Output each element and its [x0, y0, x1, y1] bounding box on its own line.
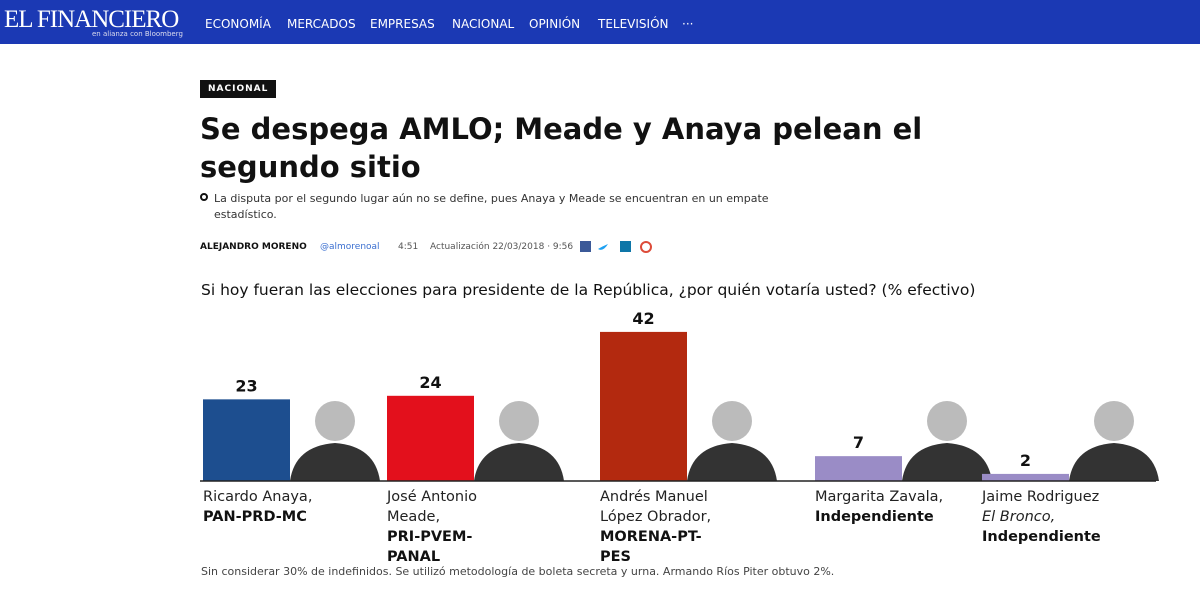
- portrait-head: [712, 401, 752, 441]
- nav-item[interactable]: MERCADOS: [287, 17, 356, 31]
- category-name: José Antonio Meade,: [387, 489, 477, 525]
- twitter-icon[interactable]: [598, 244, 608, 250]
- bar: [387, 395, 474, 481]
- bar: [982, 473, 1069, 481]
- category-name: Margarita Zavala,: [815, 489, 944, 505]
- time: 4:51: [398, 242, 419, 252]
- category-party: PAN-PRD-MC: [203, 509, 307, 525]
- value-label: 7: [853, 433, 864, 452]
- bar: [815, 456, 902, 481]
- section-tag[interactable]: NACIONAL: [200, 80, 277, 98]
- share-icons: [580, 241, 652, 253]
- portrait-body: [474, 443, 564, 481]
- nav-item[interactable]: OPINIÓN: [529, 17, 581, 31]
- value-label: 42: [632, 309, 654, 328]
- updated: Actualización 22/03/2018 · 9:56: [430, 242, 574, 252]
- category-name: Jaime Rodriguez: [982, 489, 1100, 505]
- bar: [600, 331, 687, 481]
- partner: en alianza con Bloomberg: [92, 30, 183, 38]
- value-label: 23: [235, 376, 257, 395]
- handle[interactable]: @almorenoal: [320, 242, 380, 252]
- portrait-head: [315, 401, 355, 441]
- category-party: Independiente: [982, 529, 1101, 545]
- portrait-head: [499, 401, 539, 441]
- headline: Se despega AMLO; Meade y Anaya pelean el…: [200, 112, 923, 184]
- chart-note: Sin considerar 30% de indefinidos. Se ut…: [201, 565, 835, 578]
- category-name: Andrés Manuel López Obrador,: [600, 489, 712, 525]
- category-label: José Antonio Meade, PRI-PVEM-PANAL: [387, 487, 517, 567]
- portrait-head: [1094, 401, 1134, 441]
- summary: La disputa por el segundo lugar aún no s…: [214, 192, 769, 221]
- category-label: Margarita Zavala, Independiente: [815, 487, 945, 527]
- category-name: Ricardo Anaya,: [203, 489, 313, 505]
- nav-item[interactable]: ECONOMÍA: [205, 17, 271, 31]
- portrait-body: [290, 443, 380, 481]
- portrait-head: [927, 401, 967, 441]
- gplus-icon[interactable]: [640, 241, 652, 253]
- category-party: Independiente: [815, 509, 934, 525]
- category-alias: El Bronco,: [982, 509, 1056, 525]
- category-label: Andrés Manuel López Obrador, MORENA-PT-PE…: [600, 487, 730, 567]
- value-label: 24: [419, 373, 441, 392]
- logo[interactable]: EL FINANCIERO: [4, 6, 179, 33]
- facebook-icon[interactable]: [580, 241, 591, 252]
- category-party: PRI-PVEM-PANAL: [387, 529, 473, 565]
- portrait-body: [1069, 443, 1159, 481]
- bar: [203, 399, 290, 481]
- nav-item[interactable]: ···: [682, 17, 694, 31]
- nav-bar: EL FINANCIERO en alianza con Bloomberg E…: [0, 0, 1200, 44]
- bullet: [200, 193, 208, 201]
- portrait-body: [902, 443, 992, 481]
- category-label: Jaime Rodriguez El Bronco, Independiente: [982, 487, 1112, 547]
- value-label: 2: [1020, 451, 1031, 470]
- nav-item[interactable]: NACIONAL: [452, 17, 515, 31]
- author[interactable]: ALEJANDRO MORENO: [200, 242, 307, 252]
- portrait-body: [687, 443, 777, 481]
- nav-item[interactable]: TELEVISIÓN: [598, 17, 669, 31]
- category-label: Ricardo Anaya, PAN-PRD-MC: [203, 487, 333, 527]
- nav-item[interactable]: EMPRESAS: [370, 17, 435, 31]
- linkedin-icon[interactable]: [620, 241, 631, 252]
- category-party: MORENA-PT-PES: [600, 529, 702, 565]
- chart-title: Si hoy fueran las elecciones para presid…: [201, 281, 976, 299]
